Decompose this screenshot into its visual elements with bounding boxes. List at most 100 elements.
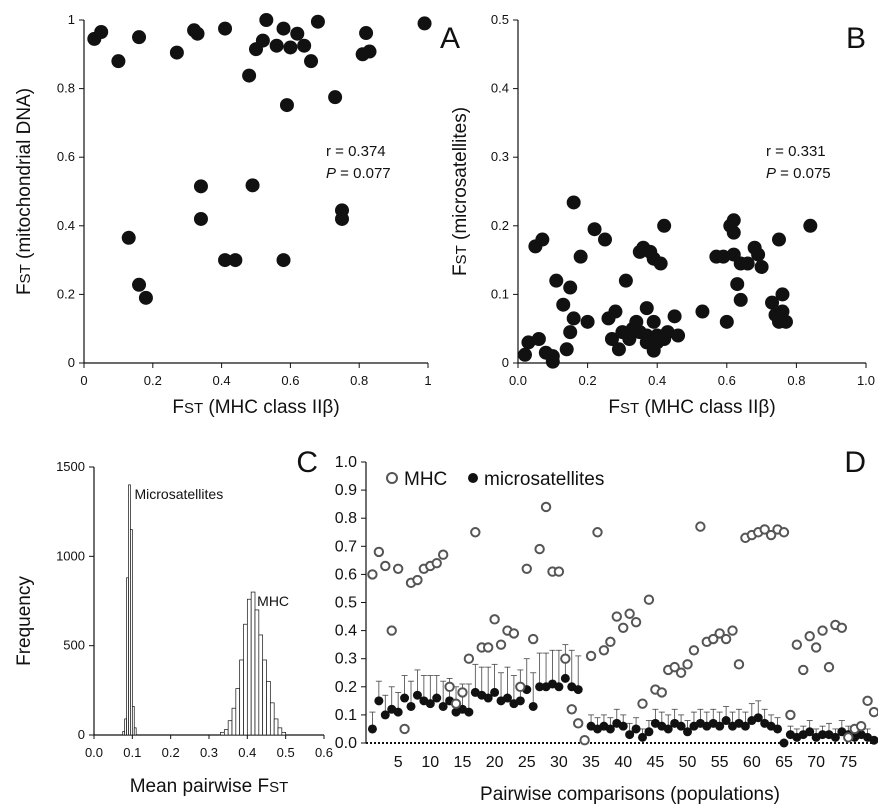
mhc-point: [714, 628, 725, 639]
y-axis-label: FST (microsatellites): [450, 107, 471, 276]
microsatellites-point: [380, 710, 390, 720]
microsatellites-point: [367, 724, 377, 734]
panel-d: 0.0 0.1 0.2 0.3 0.4 0.5 0.6 0.7 0.8 0.9 1.0 5 10 15 20…: [335, 446, 878, 805]
x-tick-label: 0.0: [509, 373, 527, 388]
y-tick-label: 0.4: [491, 81, 509, 96]
microsatellites-point: [573, 685, 583, 695]
data-point: [259, 13, 274, 27]
mhc-point: [592, 527, 603, 538]
microsatellites-point: [374, 696, 384, 706]
histogram-bar: [131, 706, 135, 736]
data-point: [671, 328, 686, 343]
data-point: [242, 68, 257, 83]
mhc-point: [823, 661, 835, 673]
y-tick-label: 0.5: [491, 12, 509, 27]
microsatellites-point: [683, 727, 693, 737]
mhc-point: [431, 557, 442, 569]
mhc-point: [765, 529, 777, 541]
data-point: [304, 54, 319, 69]
y-tick-label: 0.8: [335, 510, 357, 527]
microsatellites-point: [663, 724, 673, 734]
data-point: [653, 256, 668, 271]
data-point: [573, 249, 588, 264]
x-tick-label: 0.3: [200, 745, 218, 760]
microsatellites-point: [438, 701, 448, 711]
mhc-point: [611, 611, 622, 622]
data-point: [335, 211, 349, 226]
x-axis-label: FST (MHC class IIβ): [172, 397, 339, 418]
histogram-bar: [246, 598, 252, 736]
data-point: [111, 54, 126, 69]
data-point: [276, 21, 291, 36]
x-tick-label: 55: [711, 754, 729, 771]
microsatellites-point: [818, 730, 828, 740]
mhc-point: [778, 527, 790, 538]
y-tick-label: 0.9: [335, 482, 357, 499]
microsatellites-point: [715, 721, 725, 731]
x-tick-label: 0: [80, 373, 87, 388]
data-point: [566, 195, 581, 210]
data-point: [772, 232, 786, 247]
data-point: [726, 225, 741, 240]
data-point: [751, 247, 766, 262]
microsatellites-point: [483, 693, 493, 703]
x-tick-label: 0.8: [350, 373, 368, 388]
data-point: [269, 38, 284, 53]
y-tick-label: 0.7: [335, 538, 357, 555]
mhc-point: [521, 563, 532, 574]
y-tick-label: 0.3: [491, 149, 509, 164]
y-tick-label: 0.4: [335, 623, 357, 640]
mhc-point: [482, 642, 494, 653]
microsatellites-point: [773, 724, 783, 734]
mhc-point: [527, 633, 539, 645]
data-point: [417, 16, 432, 31]
x-axis-label: Pairwise comparisons (populations): [480, 784, 780, 805]
mhc-point: [862, 695, 873, 707]
legend-microsatellites-marker: [468, 473, 478, 483]
histogram-bar: [250, 591, 256, 736]
data-point: [563, 325, 578, 340]
panel-label: C: [296, 446, 318, 479]
y-tick-label: 0.8: [57, 81, 75, 96]
data-point: [765, 295, 780, 310]
mhc-point: [669, 661, 680, 673]
microsatellites-point: [721, 716, 731, 726]
y-tick-label: 1.0: [335, 454, 357, 471]
data-point: [733, 292, 748, 307]
mhc-point: [367, 569, 378, 580]
x-tick-label: 1: [424, 373, 431, 388]
mhc-point: [470, 527, 481, 538]
data-point: [549, 273, 564, 288]
microsatellites-point: [412, 690, 422, 700]
y-tick-label: 500: [63, 638, 85, 653]
mhc-point: [386, 625, 397, 636]
x-tick-label: 65: [775, 754, 793, 771]
y-tick-label: 0: [68, 355, 75, 370]
x-tick-label: 0.0: [85, 745, 103, 760]
mhc-point: [817, 625, 828, 636]
microsatellites-point: [676, 721, 686, 731]
mhc-point: [759, 524, 770, 535]
data-point: [169, 45, 184, 60]
histogram-bar: [269, 702, 275, 736]
mhc-point: [804, 631, 815, 642]
stat-p-label: P = 0.077: [326, 165, 391, 182]
x-tick-label: 35: [582, 754, 600, 771]
mhc-point: [457, 687, 468, 698]
data-point: [754, 259, 769, 274]
mhc-point: [508, 628, 520, 639]
data-point: [639, 301, 654, 316]
mhc-point: [656, 687, 667, 698]
data-point: [279, 98, 294, 113]
mhc-point: [708, 633, 719, 645]
x-tick-label: 0.5: [277, 745, 295, 760]
data-point: [190, 26, 205, 41]
legend-mhc-marker: [386, 472, 398, 484]
data-point: [566, 311, 581, 326]
microsatellites-point: [805, 727, 815, 737]
data-point: [611, 342, 626, 357]
histogram-bar: [133, 727, 137, 736]
histogram-bar: [266, 681, 271, 736]
histogram-bar: [231, 707, 237, 736]
histogram-bar: [258, 634, 264, 736]
